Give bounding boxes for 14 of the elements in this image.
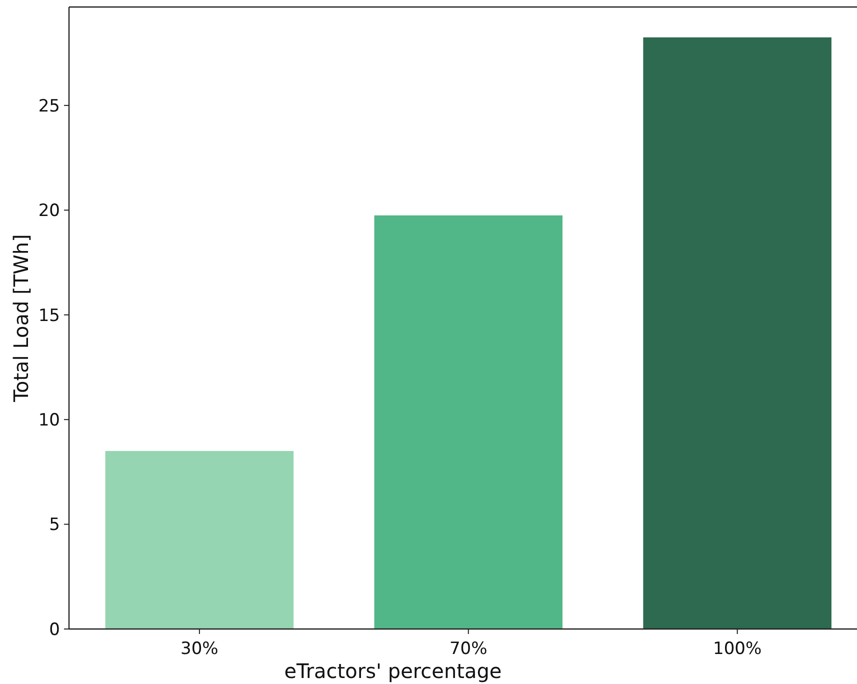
bar [105, 450, 294, 629]
x-tick-label: 70% [449, 639, 488, 659]
x-tick-label: 30% [180, 639, 218, 659]
y-tick-label: 0 [49, 620, 60, 640]
y-tick-label: 5 [49, 515, 60, 536]
x-axis-title: eTractors' percentage [284, 659, 502, 683]
y-tick-label: 20 [38, 201, 60, 222]
x-tick-label: 100% [713, 639, 762, 659]
bar [643, 37, 832, 629]
y-tick-label: 15 [38, 306, 60, 326]
y-tick-label: 10 [38, 410, 60, 431]
y-axis-title: Total Load [TWh] [9, 234, 33, 403]
y-tick-label: 25 [38, 96, 60, 116]
bar [374, 215, 563, 629]
